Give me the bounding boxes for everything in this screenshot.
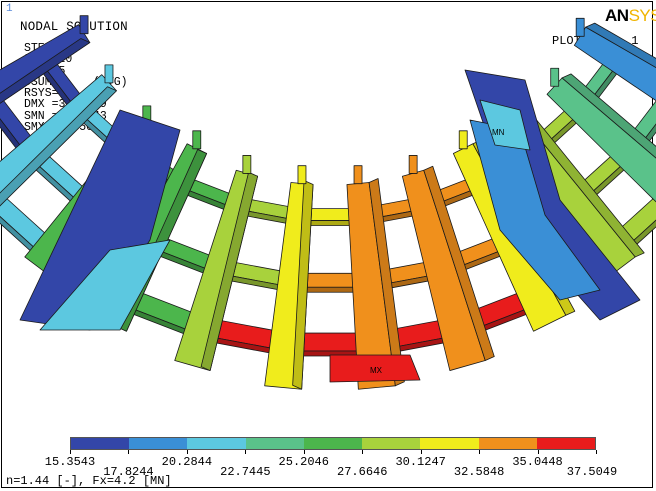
legend-color-5 [303, 438, 363, 449]
rib-stub-9 [458, 130, 468, 150]
legend-label: 32.5848 [453, 465, 505, 479]
legend-tick [303, 450, 305, 454]
rib-stub-5 [242, 155, 252, 174]
rib-stub-6 [297, 165, 307, 185]
rib-flange-6 [292, 180, 314, 390]
legend-tick [420, 450, 422, 454]
stat-rsys: RSYS=0 [24, 87, 66, 101]
rib-stub-1 [79, 15, 89, 35]
legend-tick [362, 450, 364, 454]
rib-flange-11 [561, 73, 656, 159]
legend-color-1 [71, 438, 130, 449]
legend-label: 27.6646 [337, 465, 388, 479]
rib-flange-5 [200, 171, 259, 371]
rib-flange-10 [518, 108, 645, 258]
legend-label: 20.2844 [161, 455, 213, 469]
legend-color-9 [536, 438, 595, 449]
legend-label: 22.7445 [220, 465, 271, 479]
legend-label: 35.0448 [512, 455, 563, 469]
legend-color-2 [129, 438, 188, 449]
rib-flange-1 [0, 38, 91, 104]
legend-tick [245, 450, 247, 454]
legend-tick [537, 450, 539, 454]
plate-min-region [479, 99, 531, 151]
contour-legend-bar [70, 437, 596, 450]
rib-stub-8 [408, 155, 418, 174]
rib-stub-2 [104, 64, 114, 84]
legend-label: 17.8244 [103, 465, 154, 479]
rib-flange-7 [368, 178, 405, 387]
min-marker-label: MN [492, 128, 505, 137]
legend-label: 25.2046 [278, 455, 329, 469]
legend-color-3 [187, 438, 246, 449]
legend-label: 15.3543 [44, 455, 96, 469]
outer-plate-left-lower [39, 239, 171, 331]
legend-color-4 [245, 438, 304, 449]
legend-tick [479, 450, 481, 454]
rib-flange-12 [585, 22, 656, 69]
legend-color-8 [478, 438, 537, 449]
legend-color-7 [420, 438, 479, 449]
legend-label: 30.1247 [395, 455, 446, 469]
legend-tick [70, 450, 71, 454]
legend-tick [186, 450, 188, 454]
ansys-logo: ANSYS [605, 6, 656, 25]
rib-stub-7 [353, 165, 363, 185]
max-region-patch [329, 354, 421, 383]
rib-flange-8 [423, 165, 495, 361]
rib-stub-12 [575, 17, 585, 37]
rib-stub-4 [192, 130, 202, 150]
legend-tick [596, 450, 597, 454]
legend-label: 37.5049 [566, 465, 618, 479]
rib-flange-2 [0, 86, 117, 207]
legend-tick [128, 450, 130, 454]
legend-color-6 [362, 438, 421, 449]
max-marker-label: MX [370, 366, 382, 375]
window-number: 1 [6, 3, 13, 15]
rib-stub-11 [550, 67, 560, 87]
load-case-caption: n=1.44 [-], Fx=4.2 [MN] [6, 474, 172, 488]
